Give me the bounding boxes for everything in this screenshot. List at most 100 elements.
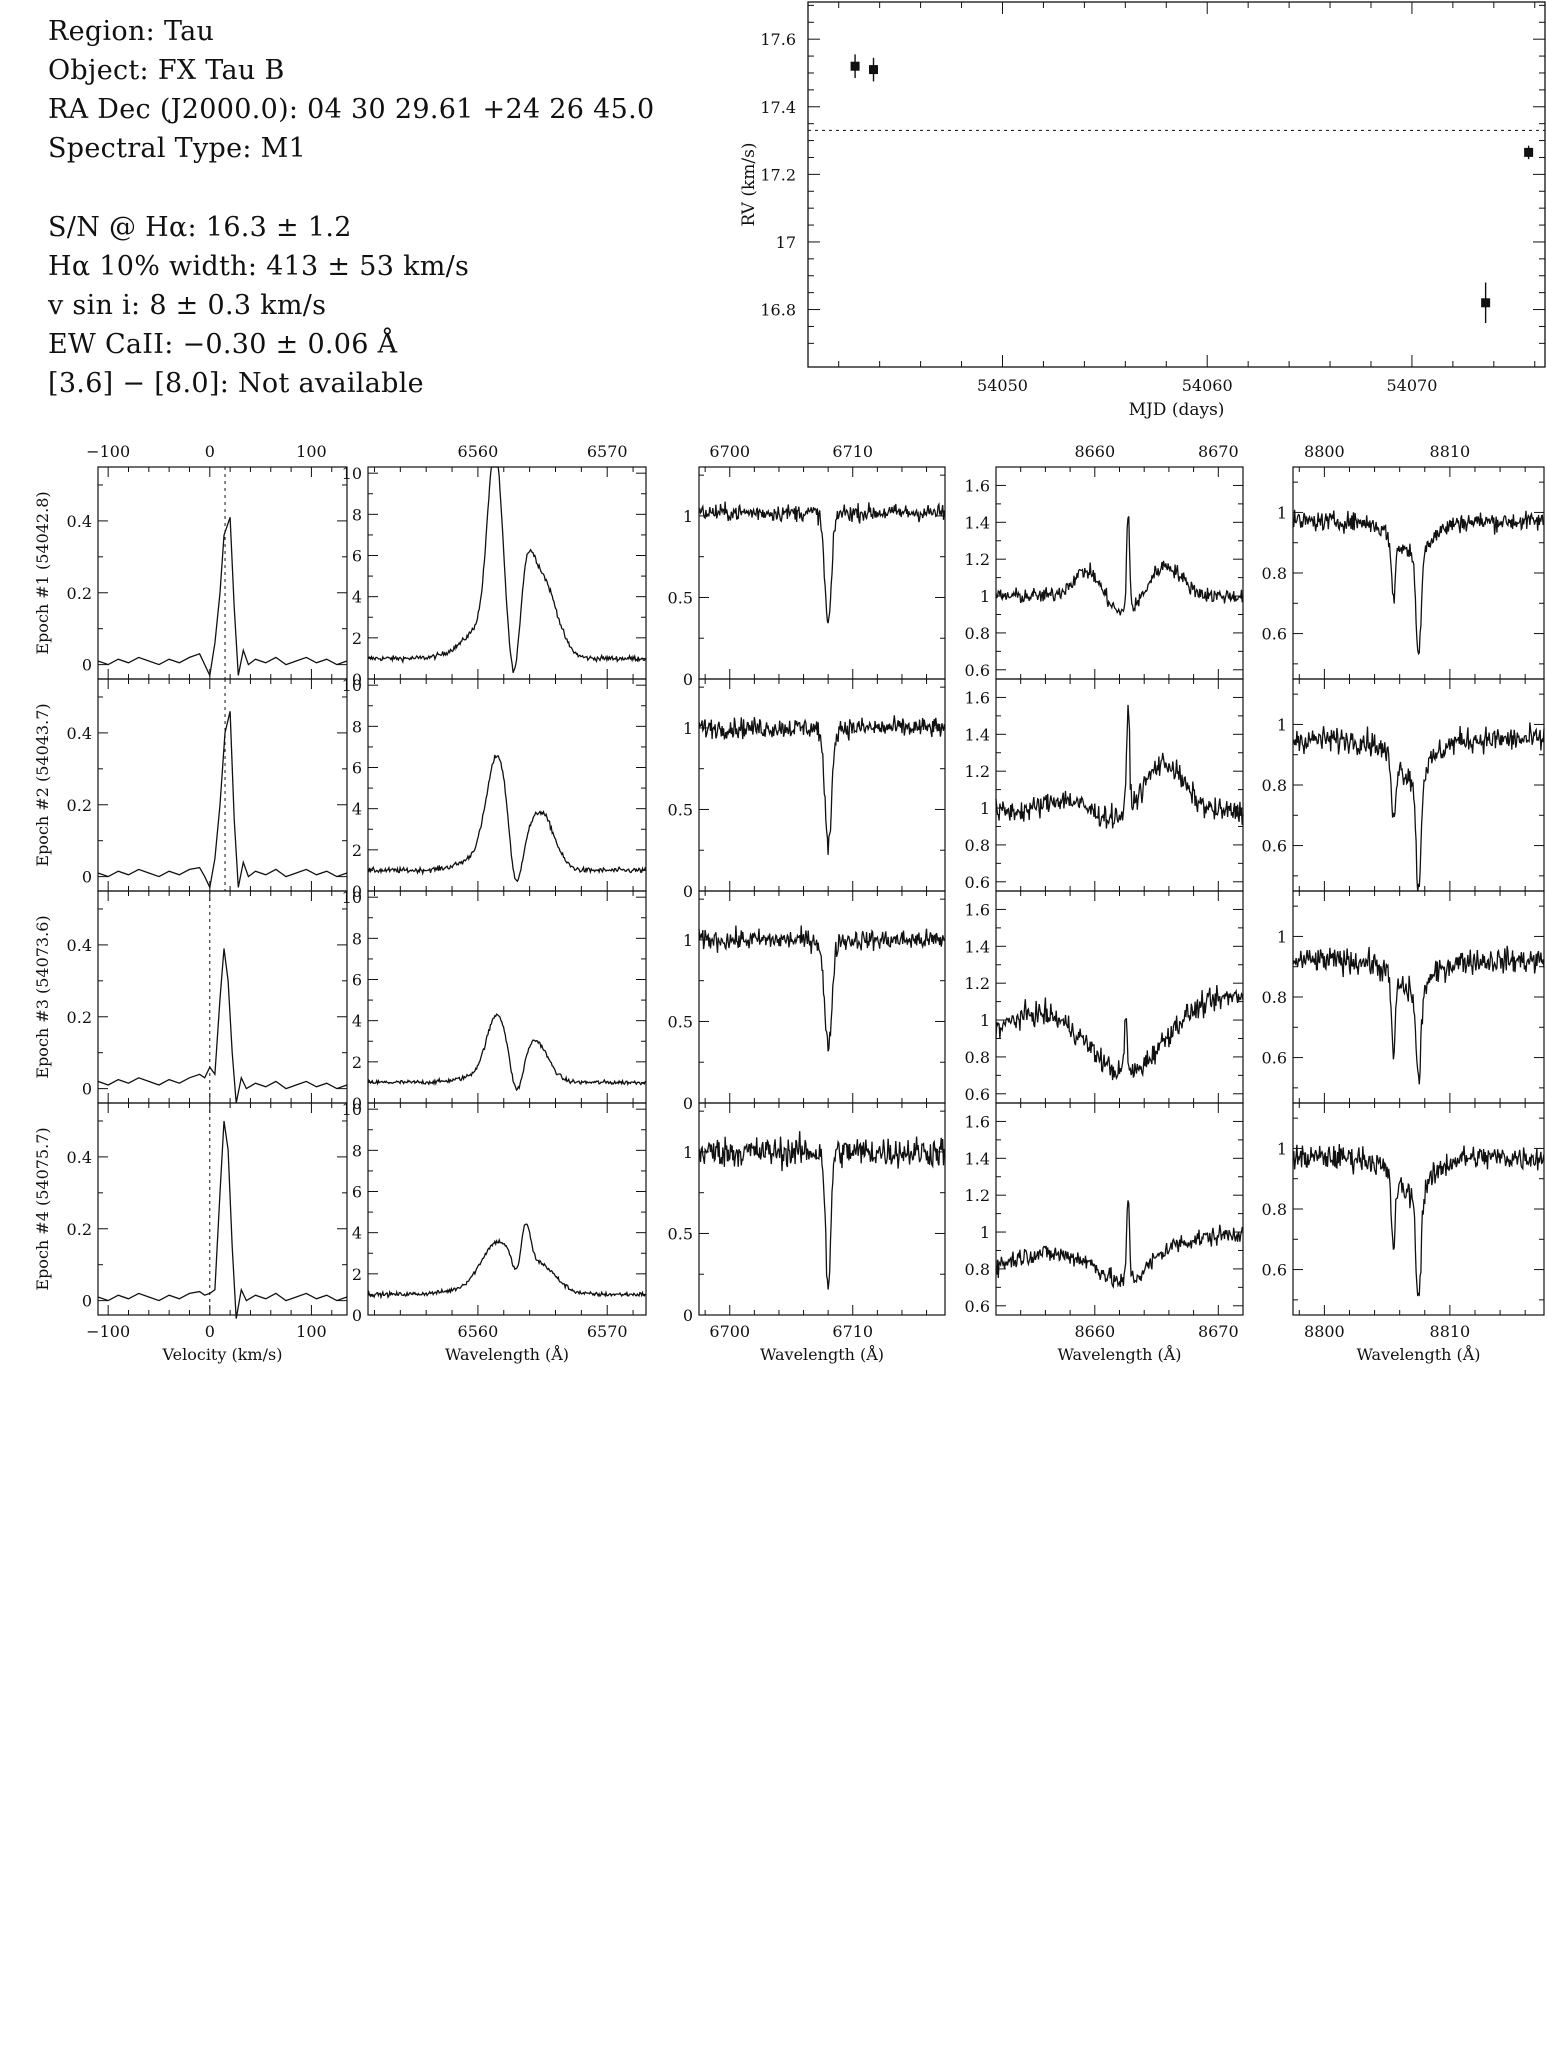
rv-y-axis-label: RV (km/s)	[739, 142, 759, 226]
y-tick-label: 0	[82, 1292, 92, 1311]
top-x-tick-label: 6700	[709, 442, 750, 461]
y-tick-label: 0.2	[67, 796, 92, 815]
y-tick-label: 1	[1277, 715, 1287, 734]
panel-halpha-epoch-2: 0 2 4 6 8 10	[342, 676, 647, 901]
y-tick-label: 0.8	[965, 1048, 990, 1067]
panel-frame	[367, 1102, 647, 1316]
y-tick-label: 1.4	[965, 725, 990, 744]
bottom-x-tick-label: 6570	[587, 1322, 628, 1341]
rv-x-tick-label: 54050	[977, 376, 1028, 395]
spectrum-line	[367, 1013, 647, 1092]
y-tick-label: 0.6	[965, 1297, 990, 1316]
rv-point	[1524, 147, 1534, 157]
spectrum-line	[698, 715, 946, 855]
top-x-tick-label: 8810	[1430, 442, 1471, 461]
y-tick-label: 2	[352, 629, 362, 648]
panel-frame	[367, 890, 647, 1104]
panel-caii-epoch-1: 0.6 0.8 1 1.2 1.4 1.6 8660 8670	[965, 442, 1244, 680]
y-tick-label: 1.6	[965, 688, 990, 707]
panel-frame	[995, 466, 1244, 680]
bottom-x-tick-label: 8660	[1074, 1322, 1115, 1341]
y-tick-label: 0.8	[1262, 988, 1287, 1007]
region-text: Region: Tau	[48, 16, 215, 47]
y-tick-label: 0.2	[67, 1220, 92, 1239]
top-x-tick-label: −100	[86, 442, 130, 461]
y-tick-label: 0.5	[668, 588, 693, 607]
y-tick-label: 1	[683, 931, 693, 950]
y-tick-label: 1.2	[965, 1186, 990, 1205]
y-tick-label: 0.6	[1262, 837, 1287, 856]
spectral-type-text: Spectral Type: M1	[48, 133, 307, 164]
y-tick-label: 1	[980, 587, 990, 606]
y-tick-label: 4	[352, 1012, 362, 1031]
top-x-tick-label: 6560	[458, 442, 499, 461]
spectrum-line	[698, 1131, 946, 1290]
panel-caii-epoch-3: 0.6 0.8 1 1.2 1.4 1.6	[965, 890, 1244, 1104]
panel-fe-epoch-2: 0.6 0.8 1	[1262, 678, 1545, 892]
x-axis-label: Wavelength (Å)	[760, 1344, 884, 1364]
rv-plot-frame	[807, 1, 1546, 368]
y-tick-label: 1	[683, 507, 693, 526]
epoch-label: Epoch #4 (54075.7)	[33, 1127, 52, 1290]
spectrum-line	[1292, 1143, 1545, 1297]
y-tick-label: 4	[352, 800, 362, 819]
y-tick-label: 2	[352, 1265, 362, 1284]
spectrum-line	[1292, 945, 1545, 1085]
panel-frame	[1292, 678, 1545, 892]
y-tick-label: 0.5	[668, 1224, 693, 1243]
spectrum-line	[995, 704, 1244, 829]
panel-halpha-epoch-3: 0 2 4 6 8 10	[342, 888, 647, 1113]
spectrum-line	[698, 925, 946, 1052]
panel-li-epoch-3: 00.51	[668, 890, 946, 1113]
panel-li-epoch-4: 0 0.5 1 6700 6710 Wavelength (Å)	[668, 1102, 946, 1364]
y-tick-label: 0.4	[67, 936, 92, 955]
rv-x-tick-label: 54070	[1386, 376, 1437, 395]
y-tick-label: 0.6	[965, 661, 990, 680]
halpha-width-text: Hα 10% width: 413 ± 53 km/s	[48, 251, 470, 282]
y-tick-label: 0	[683, 882, 693, 901]
y-tick-label: 0.8	[1262, 776, 1287, 795]
bottom-x-tick-label: 6700	[709, 1322, 750, 1341]
y-tick-label: 0	[82, 656, 92, 675]
y-tick-label: 8	[352, 929, 362, 948]
y-tick-label: 1.6	[965, 476, 990, 495]
epoch-label: Epoch #3 (54073.6)	[33, 915, 52, 1078]
panel-caii-epoch-2: 0.6 0.8 1 1.2 1.4 1.6	[965, 678, 1244, 892]
y-tick-label: 0.8	[965, 1260, 990, 1279]
y-tick-label: 8	[352, 505, 362, 524]
top-x-tick-label: 8660	[1074, 442, 1115, 461]
y-tick-label: 0.6	[1262, 1049, 1287, 1068]
ew-caii-text: EW CaII: −0.30 ± 0.06 Å	[48, 329, 398, 360]
panel-ccf-epoch-4: 0 0.2 0.4 −100 0 100 Velocity (km/s) Epoch #4 (…	[33, 1102, 348, 1364]
y-tick-label: 1.4	[965, 1149, 990, 1168]
panel-frame	[1292, 1102, 1545, 1316]
spectrum-line	[97, 1120, 348, 1319]
panel-li-epoch-2: 00.51	[668, 678, 946, 901]
rv-y-tick-label: 17	[776, 233, 796, 252]
y-tick-label: 2	[352, 841, 362, 860]
y-tick-label: 0	[352, 670, 362, 689]
top-x-tick-label: 8670	[1198, 442, 1239, 461]
y-tick-label: 0.2	[67, 584, 92, 603]
rv-y-tick-label: 17.6	[760, 30, 796, 49]
panel-frame	[1292, 466, 1545, 680]
rv-x-tick-label: 54060	[1182, 376, 1233, 395]
panel-ccf-epoch-1: 0 0.2 0.4 −100 0 100 Epoch #1 (54042.8)	[33, 442, 348, 680]
y-tick-label: 0.4	[67, 1148, 92, 1167]
vsini-text: v sin i: 8 ± 0.3 km/s	[48, 290, 327, 321]
panel-fe-epoch-3: 0.6 0.8 1	[1262, 890, 1545, 1104]
y-tick-label: 0.4	[67, 512, 92, 531]
panel-ccf-epoch-3: 0 0.2 0.4 Epoch #3 (54073.6)	[33, 890, 348, 1104]
y-tick-label: 0	[683, 1306, 693, 1325]
spectrum-line	[1293, 722, 1545, 892]
rv-y-tick-label: 16.8	[760, 301, 796, 320]
y-tick-label: 1	[1277, 1139, 1287, 1158]
spectrum-line	[367, 466, 647, 674]
y-tick-label: 0	[82, 1080, 92, 1099]
object-info-block: Region: Tau Object: FX Tau B RA Dec (J20…	[48, 12, 654, 403]
radec-text: RA Dec (J2000.0): 04 30 29.61 +24 26 45.…	[48, 94, 655, 125]
panel-frame	[367, 678, 647, 892]
y-tick-label: 1	[980, 1011, 990, 1030]
y-tick-label: 10	[342, 464, 362, 483]
